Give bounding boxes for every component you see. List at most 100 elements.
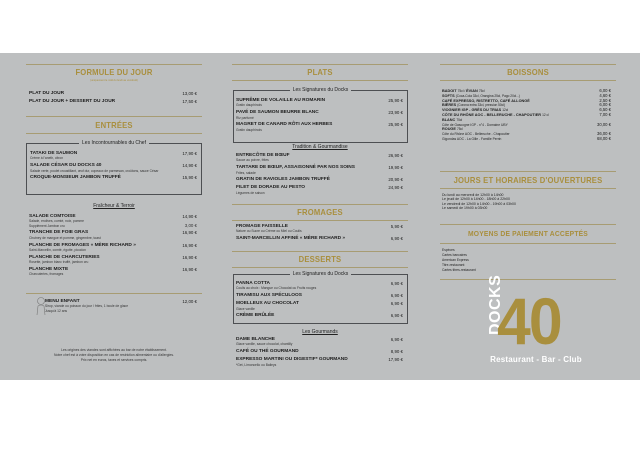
- drink-label: ÉVIAN: [466, 89, 478, 93]
- item-description: Crème à l'aneth, citron: [30, 156, 64, 161]
- item-description: Coulis au choix : Mangue ou Chocolat ou …: [236, 286, 317, 291]
- item-name: SALADE COMTOISE: [29, 214, 76, 219]
- plats-title: PLATS: [307, 67, 333, 77]
- item-description: Légumes de saison: [236, 190, 265, 195]
- item-price: 23,90 €: [388, 110, 403, 116]
- item-name: SALADE CÉSAR DU DOCKS 40: [30, 163, 102, 169]
- item-price: 6,90 €: [390, 337, 403, 342]
- item-name: EXPRESSO MARTINI OU DIGESTIF* GOURMAND: [236, 357, 348, 363]
- horaires-title: JOURS ET HORAIRES D'OUVERTURES: [453, 175, 603, 185]
- item-price: 20,90 €: [388, 177, 403, 183]
- item-description: Glace vanille: [236, 306, 255, 311]
- drink-label: ROUGE: [442, 127, 456, 132]
- child-icon: [36, 297, 46, 316]
- drink-price: 6,00 €: [599, 102, 611, 108]
- item-name: CAFÉ OU THÉ GOURMAND: [236, 349, 299, 355]
- item-name: DAME BLANCHE: [236, 337, 275, 342]
- item-price: 14,90 €: [182, 163, 197, 169]
- drink-note: 75cl: [457, 127, 463, 132]
- item-description: Salade, endives, comté, noix, pomme: [29, 219, 84, 224]
- info-line: Cartes titres-restaurant: [442, 268, 476, 272]
- item-name: SAINT-MARCELLIN AFFINÉ « MÈRE RICHARD »: [236, 236, 346, 242]
- drink-note: 75cl: [456, 117, 463, 122]
- item-price: 17,50 €: [182, 99, 197, 104]
- item-price: 17,90 €: [388, 357, 403, 363]
- drink-name: BLANC 75cl: [442, 118, 462, 123]
- divider: [232, 64, 408, 65]
- divider: [440, 243, 616, 244]
- drink-item: BIÈRES (Corona extra 33cl, pression 50cl…: [442, 103, 611, 108]
- drink-item: ROUGE 75cl: [442, 127, 611, 132]
- divider: [26, 133, 202, 134]
- entrees-title: ENTRÉES: [95, 120, 133, 130]
- item-extra-price: 3,00 €: [184, 222, 197, 228]
- menu-item-row: CROQUE-MONSIEUR JAMBON TRUFFÉ 15,90 €: [30, 175, 197, 180]
- menu-item: PANNA COTTA 6,90 € Coulis au choix : Mangu…: [236, 281, 403, 291]
- item-name: MAGRET DE CANARD RÔTI AUX HERBES: [236, 122, 333, 128]
- item-price: 6,90 €: [390, 301, 403, 307]
- menu-item-row: CRÈME BRÛLÉE 6,90 €: [236, 313, 403, 318]
- formule-list: PLAT DU JOUR 13,00 € PLAT DU JOUR + DESSER…: [29, 91, 197, 107]
- menu-item-row: SALADE CÉSAR DU DOCKS 40 14,90 €: [30, 163, 197, 168]
- footer-notes: Les origines des viandes sont affichées …: [26, 348, 202, 363]
- item-price: 8,90 €: [390, 349, 403, 355]
- menu-item-row: PLAT DU JOUR + DESSERT DU JOUR 17,50 €: [29, 99, 197, 104]
- horaires-list: Du lundi au mercredi de 12h00 à 14h00 Le …: [442, 193, 612, 210]
- divider: [26, 116, 202, 117]
- drink-note: 75cl /: [457, 89, 467, 93]
- menu-item: SALADE COMTOISE 14,90 € Salade, endives, c…: [29, 214, 197, 228]
- menu-item: PLANCHE DE CHARCUTERIES 16,90 € Rosette, j…: [29, 255, 197, 265]
- menu-enfant: MENU ENFANT 12,00 € Sirop, viande ou pois…: [45, 299, 197, 313]
- info-line: American Express: [442, 258, 469, 262]
- menu-item-row: FROMAGE FAISSELLE 5,90 €: [236, 224, 403, 229]
- info-line: Cartes bancaires: [442, 253, 467, 257]
- divider: [232, 80, 408, 81]
- menu-item-row: TRANCHE DE FOIE GRAS 16,90 €: [29, 230, 197, 235]
- drink-note: (Coca-Cola 33cl, Orangina 25cl, Pago 20c…: [455, 93, 520, 98]
- item-price: 19,90 €: [388, 165, 403, 171]
- menu-item: PLAT DU JOUR 13,00 €: [29, 91, 197, 96]
- drink-item: Gigondas AOC - La Gille - Famille Perrin…: [442, 136, 611, 142]
- item-price: 13,00 €: [182, 91, 197, 96]
- item-description: Rosette, jambon blanc truffé, jambon cru: [29, 260, 89, 265]
- item-price: 6,90 €: [390, 313, 403, 319]
- chef-box-title: Les Incontournables du Chef: [79, 140, 149, 146]
- item-price: 6,90 €: [390, 236, 403, 242]
- chef-box: Les Incontournables du Chef: [26, 140, 202, 195]
- menu-enfant-name: MENU ENFANT: [45, 299, 80, 304]
- menu-item: FROMAGE FAISSELLE 5,90 € Nature ou Sucre o…: [236, 224, 403, 234]
- drink-name: BIÈRES (Corona extra 33cl, pression 50cl…: [442, 103, 505, 108]
- item-price: 15,90 €: [182, 175, 197, 181]
- item-description: Saint-Marcellin, comté, rigotte, picodon: [29, 248, 86, 253]
- menu-item-row: PLAT DU JOUR 13,00 €: [29, 91, 197, 96]
- menu-item-row: GRATIN DE RAVIOLES JAMBON TRUFFÉ 20,90 €: [236, 177, 403, 182]
- item-description: Nature ou Sucre ou Crème ou Miel ou Coul…: [236, 229, 302, 234]
- drink-name: Côte de Gascogne IGP - n°4 - Domaine UBY: [442, 123, 508, 128]
- item-price: 17,90 €: [182, 151, 197, 156]
- drink-price: 36,00 €: [597, 131, 611, 137]
- terroir-title: Fraîcheur & Terroir: [93, 203, 135, 209]
- plats-box-title: Les Signatures du Docks: [289, 87, 352, 93]
- info-line: Le samedi de 19h00 à 03h00: [442, 205, 488, 210]
- item-name: PLANCHE MIXTE: [29, 267, 69, 273]
- item-price: 16,90 €: [182, 230, 197, 236]
- menu-item: PAVÉ DE SAUMON BEURRE BLANC 23,90 € Riz pa…: [236, 110, 403, 120]
- menu-item-row: MAGRET DE CANARD RÔTI AUX HERBES 25,90 €: [236, 122, 403, 127]
- item-name: FILET DE DORADE AU PESTO: [236, 185, 306, 191]
- item-extra: Supplément Jambon cru 3,00 €: [29, 222, 197, 228]
- menu-item: SUPRÊME DE VOLAILLE AU ROMARIN 25,90 € Gra…: [236, 98, 403, 108]
- drink-name: Côte du Rhône AOC - Belleruche - Chapout…: [442, 132, 510, 137]
- plats-signature-list: SUPRÊME DE VOLAILLE AU ROMARIN 25,90 € Gra…: [236, 98, 403, 135]
- item-price: 25,90 €: [388, 122, 403, 128]
- menu-item-row: MOELLEUX AU CHOCOLAT 6,90 €: [236, 301, 403, 306]
- boissons-title: BOISSONS: [507, 67, 549, 77]
- footer-line: Notre chef est à votre disposition en ca…: [54, 353, 174, 357]
- drink-name: Gigondas AOC - La Gille - Famille Perrin: [442, 137, 501, 142]
- drink-description: Gigondas AOC - La Gille - Famille Perrin: [442, 136, 502, 141]
- menu-item: CAFÉ OU THÉ GOURMAND 8,90 €: [236, 349, 403, 354]
- item-name: PLANCHE DE FROMAGES « MÈRE RICHARD »: [29, 242, 136, 248]
- menu-item-row: PLANCHE MIXTE 16,90 €: [29, 267, 197, 272]
- drink-item: BADOIT 75cl / ÉVIAN 75cl 6,00 €: [442, 88, 611, 94]
- divider: [440, 279, 616, 280]
- drink-label: BIÈRES: [442, 103, 457, 108]
